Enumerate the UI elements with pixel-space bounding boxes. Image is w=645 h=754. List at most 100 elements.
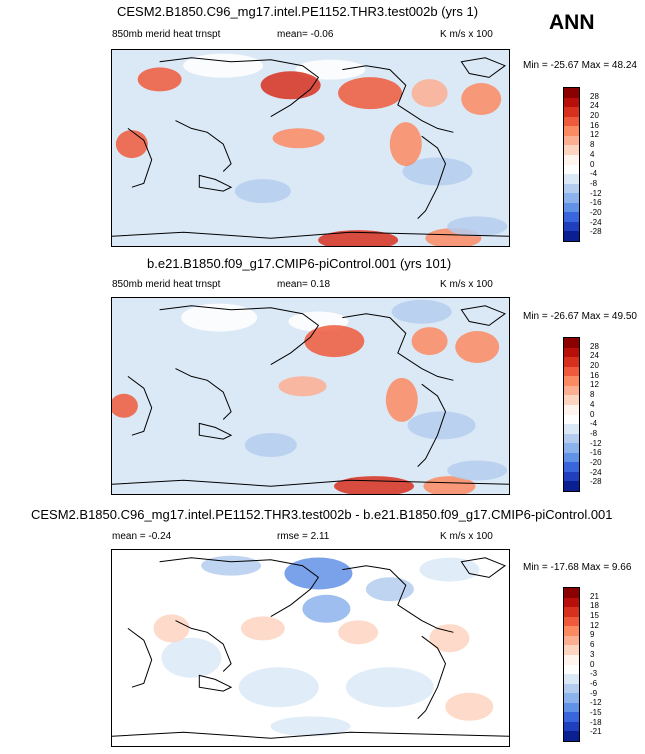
colorbar-swatch (564, 135, 579, 146)
colorbar-swatch (564, 193, 579, 203)
field-anomaly (115, 130, 148, 159)
colorbar (563, 587, 580, 742)
field-anomaly (244, 433, 297, 457)
field-anomaly (157, 356, 202, 405)
field-anomaly (310, 399, 391, 424)
colorbar-swatch (564, 97, 579, 108)
coastline (112, 305, 509, 487)
minmax-label: Min = -25.67 Max = 48.24 (523, 60, 637, 71)
colorbar-level-label: 28 (590, 91, 599, 101)
colorbar-level-label: 0 (590, 659, 595, 669)
colorbar-level-label: 12 (590, 620, 599, 630)
colorbar-swatch (564, 338, 579, 348)
colorbar-level-label: 20 (590, 361, 599, 371)
colorbar-level-label: -20 (590, 457, 602, 467)
field-anomaly (310, 145, 391, 170)
field-anomaly (295, 59, 366, 80)
field-anomaly (161, 637, 222, 678)
colorbar-level-label: 8 (590, 390, 595, 400)
variable-label: 850mb merid heat trnspt (112, 279, 221, 290)
colorbar-swatch (564, 366, 579, 377)
colorbar-level-label: 24 (590, 101, 599, 111)
colorbar-level-label: 6 (590, 640, 595, 650)
colorbar-swatch (564, 385, 579, 396)
field-anomaly (163, 103, 204, 154)
panel-title: CESM2.B1850.C96_mg17.intel.PE1152.THR3.t… (31, 507, 613, 522)
field-anomaly (411, 327, 448, 356)
field-anomaly (345, 667, 434, 708)
units-label: K m/s x 100 (440, 531, 493, 542)
colorbar-swatch (564, 712, 579, 722)
coastline (112, 557, 509, 739)
minmax-label: Min = -26.67 Max = 49.50 (523, 311, 637, 322)
colorbar-level-label: -6 (590, 678, 598, 688)
colorbar-swatch (564, 202, 579, 213)
colorbar-level-label: -28 (590, 477, 602, 487)
colorbar-swatch (564, 116, 579, 127)
colorbar-swatch (564, 174, 579, 184)
colorbar-level-label: -8 (590, 428, 598, 438)
map-plot (111, 297, 510, 495)
colorbar-swatch (564, 424, 579, 434)
field-anomaly (391, 50, 452, 70)
field-anomaly (284, 557, 353, 590)
rmse-label: rmse = 2.11 (277, 531, 330, 542)
field-anomaly (260, 71, 321, 100)
colorbar-level-label: 24 (590, 351, 599, 361)
colorbar-level-label: -4 (590, 169, 598, 179)
field-anomaly (407, 411, 476, 440)
colorbar-swatch (564, 607, 579, 617)
colorbar-swatch (564, 347, 579, 358)
colorbar-swatch (564, 693, 579, 703)
colorbar-level-label: -20 (590, 207, 602, 217)
colorbar-level-label: -8 (590, 178, 598, 188)
field-anomaly (240, 616, 285, 641)
colorbar-level-label: 9 (590, 630, 595, 640)
colorbar-swatch (564, 702, 579, 713)
panel-title: b.e21.B1850.f09_g17.CMIP6-piControl.001 … (147, 256, 452, 271)
field-anomaly (272, 128, 325, 149)
colorbar-level-label: -24 (590, 217, 602, 227)
mean-label: mean = -0.24 (112, 531, 172, 542)
field-anomaly (304, 325, 365, 358)
colorbar-level-label: 12 (590, 130, 599, 140)
colorbar-level-label: -18 (590, 717, 602, 727)
coastline (112, 57, 509, 239)
field-anomaly (429, 624, 470, 653)
field-anomaly (238, 667, 319, 708)
colorbar-swatch (564, 154, 579, 165)
colorbar-level-label: -12 (590, 698, 602, 708)
colorbar-swatch (564, 107, 579, 117)
units-label: K m/s x 100 (440, 29, 493, 40)
colorbar-swatch (564, 414, 579, 425)
field-anomaly (230, 108, 271, 129)
colorbar-swatch (564, 481, 579, 491)
colorbar-level-label: -28 (590, 227, 602, 237)
colorbar-swatch (564, 221, 579, 232)
field-anomaly (365, 577, 414, 602)
colorbar-level-label: 18 (590, 601, 599, 611)
field-anomaly (119, 478, 200, 494)
mean-label: mean= 0.18 (277, 279, 331, 290)
field-anomaly (234, 179, 291, 204)
field-anomaly (338, 77, 403, 110)
colorbar-swatch (564, 164, 579, 175)
map-plot (111, 549, 510, 747)
field-anomaly (137, 67, 182, 92)
field-anomaly (201, 555, 262, 576)
colorbar-level-label: 16 (590, 370, 599, 380)
field-anomaly (445, 692, 494, 721)
panel-title: CESM2.B1850.C96_mg17.intel.PE1152.THR3.t… (117, 4, 479, 19)
colorbar-swatch (564, 674, 579, 684)
colorbar-swatch (564, 664, 579, 675)
colorbar-level-label: 3 (590, 649, 595, 659)
heat-transport-field (112, 298, 509, 494)
heat-transport-field (112, 550, 509, 746)
field-anomaly (318, 230, 399, 246)
colorbar-swatch (564, 126, 579, 136)
colorbar-level-label: -12 (590, 188, 602, 198)
colorbar-swatch (564, 471, 579, 482)
colorbar-level-label: 0 (590, 159, 595, 169)
colorbar-level-label: 8 (590, 140, 595, 150)
colorbar-level-label: 20 (590, 111, 599, 121)
